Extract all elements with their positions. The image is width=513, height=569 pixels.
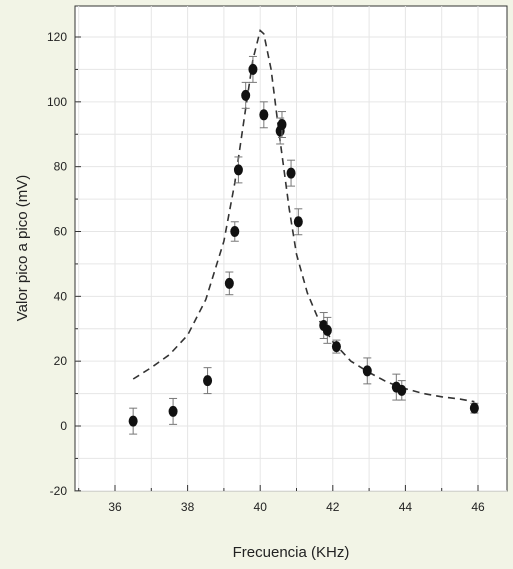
x-tick-label: 44 bbox=[399, 500, 413, 514]
x-tick-label: 42 bbox=[326, 500, 340, 514]
data-point bbox=[128, 415, 138, 427]
y-tick-label: 60 bbox=[54, 225, 68, 239]
x-tick-label: 38 bbox=[181, 500, 195, 514]
data-point bbox=[286, 167, 296, 179]
y-tick-label: 120 bbox=[47, 30, 67, 44]
x-tick-label: 40 bbox=[254, 500, 268, 514]
y-axis: -20 0 20 40 60 80 100 120 bbox=[47, 30, 81, 498]
x-axis: 36 38 40 42 44 46 bbox=[78, 485, 485, 514]
data-point bbox=[233, 164, 243, 176]
x-axis-title: Frecuencia (KHz) bbox=[233, 544, 350, 561]
data-point bbox=[322, 324, 332, 336]
y-tick-label: -20 bbox=[50, 484, 68, 498]
data-point bbox=[259, 109, 269, 121]
y-tick-label: 80 bbox=[54, 160, 68, 174]
x-tick-label: 36 bbox=[108, 500, 122, 514]
y-tick-label: 20 bbox=[54, 354, 68, 368]
y-tick-label: 0 bbox=[60, 419, 67, 433]
data-point bbox=[469, 402, 479, 414]
x-tick-label: 46 bbox=[471, 500, 485, 514]
grid bbox=[75, 6, 507, 492]
data-point bbox=[203, 375, 213, 387]
data-point bbox=[230, 226, 240, 237]
data-points-group bbox=[128, 55, 479, 435]
plot-background bbox=[74, 5, 508, 492]
data-point bbox=[293, 216, 303, 228]
data-point bbox=[241, 89, 251, 101]
data-point bbox=[168, 405, 178, 417]
data-point bbox=[248, 63, 258, 75]
data-point bbox=[397, 384, 407, 396]
data-point bbox=[331, 341, 341, 353]
data-point bbox=[362, 365, 372, 377]
y-tick-label: 100 bbox=[47, 95, 67, 109]
y-axis-title: Valor pico a pico (mV) bbox=[14, 175, 31, 321]
data-point bbox=[277, 119, 287, 131]
y-tick-label: 40 bbox=[54, 289, 68, 303]
data-point bbox=[224, 277, 234, 289]
